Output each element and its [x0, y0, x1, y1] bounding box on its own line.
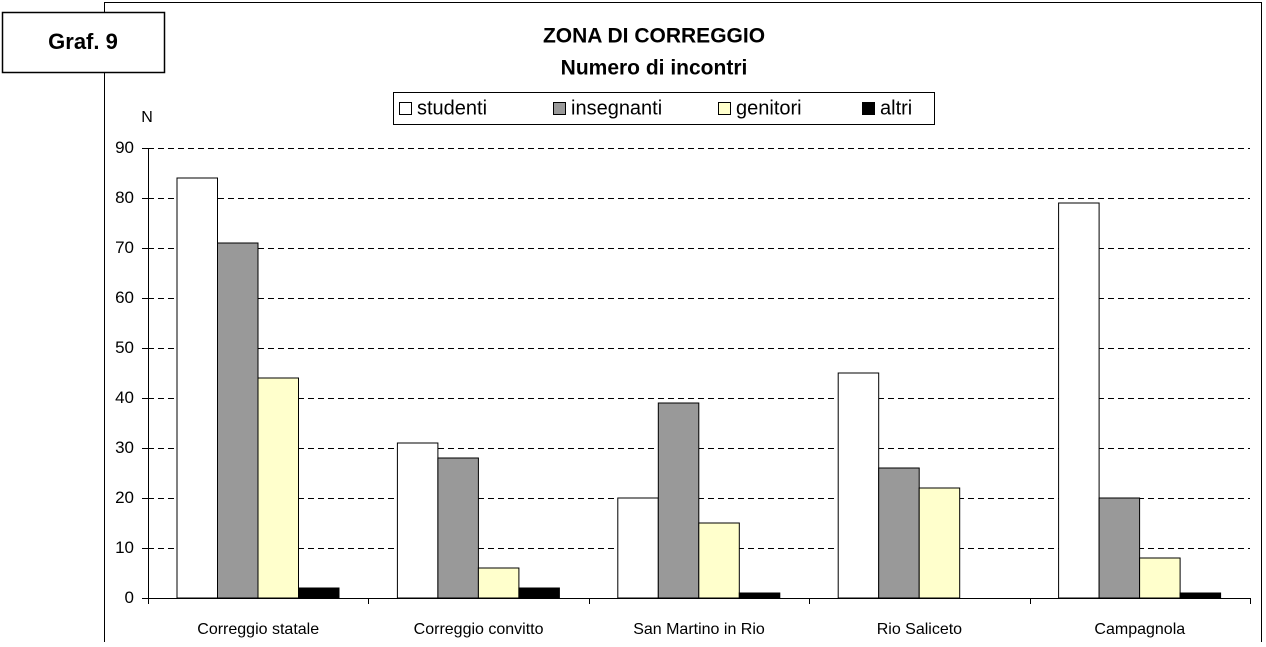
bar — [437, 457, 479, 599]
bar — [1139, 557, 1181, 599]
y-tick-label: 20 — [115, 488, 134, 507]
bar — [837, 372, 880, 599]
chart-label: Graf. 9 — [48, 29, 118, 54]
y-tick-label: 40 — [115, 388, 134, 407]
label-box — [1, 11, 166, 74]
bar — [217, 242, 259, 599]
legend-swatch — [862, 102, 875, 115]
x-tick-label: San Martino in Rio — [633, 621, 765, 638]
legend-label: genitori — [736, 97, 802, 119]
legend-swatch — [399, 102, 412, 115]
legend-swatch — [553, 102, 566, 115]
legend-swatch — [718, 102, 731, 115]
bar — [298, 587, 340, 599]
x-tick-label: Correggio convitto — [414, 621, 544, 638]
bar — [176, 177, 218, 599]
x-tick-label: Rio Saliceto — [877, 621, 962, 638]
chart-subtitle: Numero di incontri — [561, 57, 748, 80]
bar — [518, 587, 560, 599]
bar — [878, 467, 920, 599]
bar — [1058, 202, 1100, 599]
bar — [477, 567, 520, 599]
legend-label: insegnanti — [571, 97, 662, 119]
y-tick-label: 80 — [115, 188, 134, 207]
y-tick-label: 30 — [115, 438, 134, 457]
legend-label: studenti — [417, 97, 487, 119]
y-tick-label: 0 — [125, 588, 134, 607]
bar — [617, 497, 659, 599]
y-tick-label: 70 — [115, 238, 134, 257]
y-tick-label: 90 — [115, 138, 134, 157]
y-tick-label: 50 — [115, 338, 134, 357]
legend-label: altri — [880, 97, 912, 119]
bar — [698, 522, 740, 599]
chart-title: ZONA DI CORREGGIO — [543, 25, 765, 48]
bar — [738, 592, 781, 599]
legend-box — [393, 92, 935, 125]
x-tick-label: Campagnola — [1094, 621, 1185, 638]
y-tick-label: 10 — [115, 538, 134, 557]
y-axis-label: N — [141, 109, 153, 126]
y-tick-label: 60 — [115, 288, 134, 307]
bar — [1179, 592, 1222, 599]
bar — [1098, 497, 1141, 599]
bar — [657, 402, 700, 599]
x-tick-label: Correggio statale — [197, 621, 319, 638]
bar — [257, 377, 299, 599]
bar — [918, 487, 961, 599]
bar — [396, 442, 439, 599]
